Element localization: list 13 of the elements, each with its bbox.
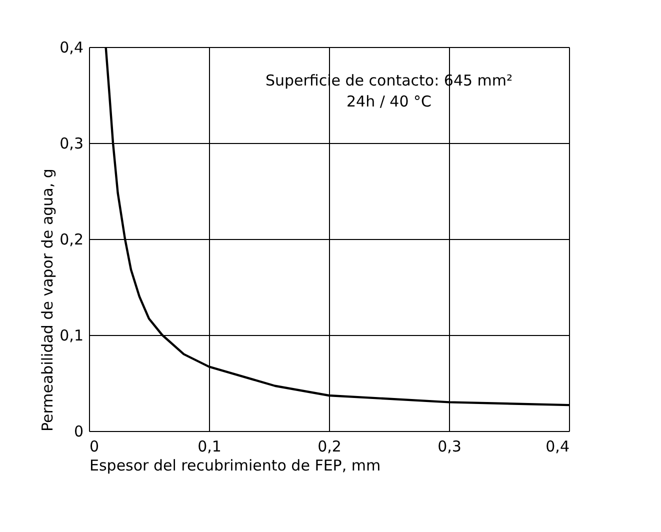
x-tick-label: 0,1 (198, 438, 222, 456)
y-tick-label: 0,1 (60, 326, 84, 344)
x-axis-title: Espesor del recubrimiento de FEP, mm (90, 456, 381, 474)
y-tick-label: 0,4 (60, 38, 84, 56)
annotation: 24h / 40 °C (346, 92, 432, 111)
y-tick-label: 0,3 (60, 134, 84, 152)
x-tick-label: 0 (90, 438, 100, 456)
x-tick-label: 0,4 (546, 438, 570, 456)
x-tick-label: 0,2 (318, 438, 342, 456)
x-tick-label: 0,3 (438, 438, 462, 456)
y-axis-title: Permeabilidad de vapor de agua, g (38, 168, 57, 432)
y-tick-label: 0,2 (60, 230, 84, 248)
y-tick-label: 0 (74, 422, 84, 440)
